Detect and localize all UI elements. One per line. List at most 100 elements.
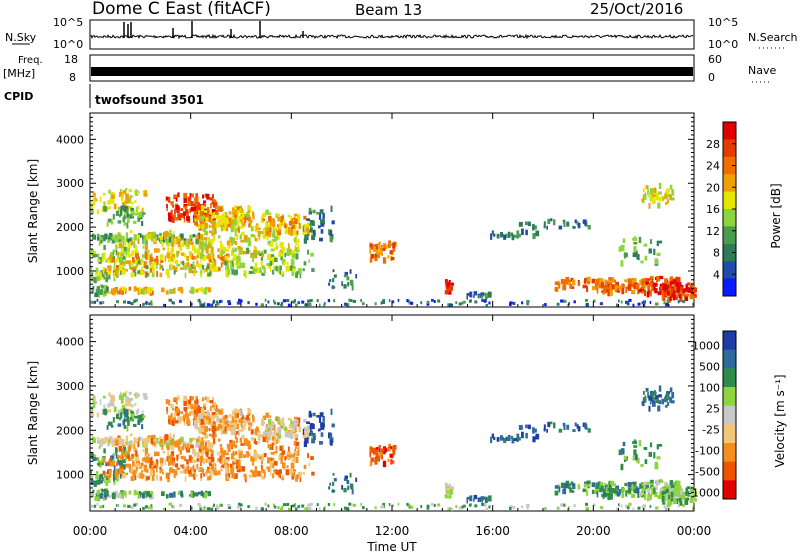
power-cell bbox=[211, 201, 215, 205]
velocity-cell bbox=[202, 415, 207, 419]
power-cell bbox=[221, 263, 223, 268]
power-cell bbox=[142, 302, 145, 306]
velocity-cell bbox=[369, 451, 372, 458]
velocity-cell bbox=[572, 429, 576, 432]
velocity-cell bbox=[125, 390, 128, 394]
power-cell bbox=[583, 279, 587, 284]
power-cell bbox=[133, 286, 136, 292]
velocity-cell bbox=[361, 506, 365, 510]
power-cell bbox=[286, 248, 290, 252]
velocity-cell bbox=[688, 494, 692, 497]
power-cell bbox=[572, 279, 576, 286]
power-cell bbox=[665, 302, 669, 306]
velocity-cell bbox=[196, 467, 201, 471]
velocity-cell bbox=[406, 502, 409, 506]
velocity-cell bbox=[677, 494, 680, 499]
power-cell bbox=[121, 290, 124, 296]
velocity-cell bbox=[227, 476, 230, 480]
velocity-cell bbox=[304, 507, 309, 511]
power-cell bbox=[586, 286, 589, 293]
power-cell bbox=[330, 236, 333, 243]
x-axis-label: Time UT bbox=[366, 540, 417, 554]
power-cell bbox=[656, 240, 659, 247]
velocity-cell bbox=[641, 484, 645, 488]
power-cell bbox=[595, 283, 597, 288]
power-cell bbox=[638, 236, 642, 244]
power-cell bbox=[591, 278, 595, 284]
power-cell bbox=[280, 301, 284, 305]
power-cell bbox=[446, 287, 450, 292]
power-cell bbox=[664, 193, 668, 200]
power-cell bbox=[239, 301, 242, 305]
power-cell bbox=[637, 287, 640, 295]
power-cell bbox=[488, 301, 491, 305]
velocity-cell bbox=[634, 485, 637, 489]
power-cell bbox=[117, 232, 121, 235]
velocity-cell bbox=[261, 476, 265, 480]
power-cell bbox=[437, 299, 441, 303]
velocity-cell bbox=[211, 404, 215, 408]
power-cell bbox=[288, 227, 291, 235]
velocity-cell bbox=[137, 473, 141, 478]
velocity-cell bbox=[450, 486, 455, 490]
power-cell bbox=[160, 260, 164, 263]
power-cell bbox=[103, 275, 105, 280]
power-cell bbox=[150, 253, 153, 260]
power-cell bbox=[179, 234, 184, 239]
power-cell bbox=[147, 253, 150, 260]
velocity-cell bbox=[112, 461, 115, 466]
power-cell bbox=[109, 254, 112, 260]
power-cell bbox=[225, 224, 228, 232]
velocity-cell bbox=[119, 472, 122, 479]
velocity-cell bbox=[276, 469, 280, 475]
velocity-cell bbox=[248, 422, 251, 426]
velocity-cell bbox=[204, 396, 208, 401]
power-cell bbox=[102, 291, 106, 297]
velocity-cell bbox=[320, 422, 324, 428]
power-cell bbox=[584, 277, 588, 282]
power-cell bbox=[692, 302, 695, 306]
power-cell bbox=[222, 224, 227, 231]
power-cell bbox=[93, 192, 96, 198]
power-cell bbox=[291, 270, 295, 276]
power-cell bbox=[259, 267, 262, 274]
velocity-cell bbox=[268, 434, 272, 441]
power-cell bbox=[216, 223, 220, 228]
y-tick-label: 4000 bbox=[56, 336, 84, 349]
velocity-cell bbox=[602, 492, 606, 497]
velocity-cell bbox=[187, 442, 192, 448]
power-cell bbox=[621, 288, 625, 295]
velocity-cell bbox=[372, 449, 376, 455]
colorbar-frame bbox=[722, 330, 737, 500]
velocity-cell bbox=[217, 438, 221, 442]
velocity-cell bbox=[329, 482, 332, 486]
power-cell bbox=[212, 253, 215, 259]
velocity-cell bbox=[192, 464, 195, 471]
power-cell bbox=[263, 267, 266, 275]
velocity-cell bbox=[263, 471, 266, 478]
velocity-cell bbox=[484, 503, 487, 507]
power-cell bbox=[113, 203, 117, 210]
velocity-cell bbox=[242, 454, 247, 458]
power-cell bbox=[231, 213, 235, 220]
power-cell bbox=[410, 301, 414, 305]
velocity-cell bbox=[176, 467, 181, 471]
colorbar-swatch bbox=[723, 122, 736, 140]
velocity-cell bbox=[284, 456, 287, 461]
power-cell bbox=[262, 228, 266, 233]
velocity-cell bbox=[162, 440, 166, 446]
power-cell bbox=[209, 225, 213, 229]
power-cell bbox=[263, 249, 267, 254]
velocity-cell bbox=[332, 481, 335, 486]
velocity-cell bbox=[112, 492, 116, 500]
velocity-cell bbox=[195, 441, 199, 448]
power-cell bbox=[647, 283, 651, 290]
power-cell bbox=[175, 205, 180, 210]
velocity-cell bbox=[375, 452, 379, 458]
velocity-cell bbox=[258, 437, 261, 444]
velocity-cell bbox=[91, 479, 94, 485]
velocity-cell bbox=[106, 425, 109, 430]
velocity-cell bbox=[230, 429, 234, 436]
power-cell bbox=[219, 254, 223, 261]
power-cell bbox=[653, 187, 657, 194]
